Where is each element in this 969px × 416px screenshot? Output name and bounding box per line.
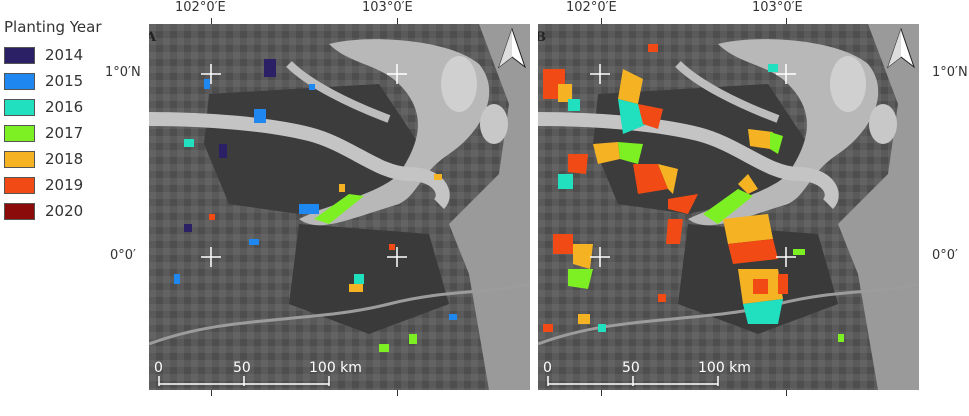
tick	[601, 18, 602, 24]
satellite-map-b	[538, 24, 919, 390]
legend-item: 2015	[0, 68, 140, 94]
map-panel-b: B 0 50 100 km	[538, 24, 919, 390]
legend-label: 2014	[45, 46, 84, 64]
legend-title: Planting Year	[4, 18, 102, 36]
legend-swatch	[4, 176, 35, 194]
legend-item: 2014	[0, 42, 140, 68]
lat-label-1n-right: 1°0′N	[932, 65, 968, 80]
tick	[211, 390, 212, 396]
scale-label-mid: 50	[233, 360, 251, 376]
legend-label: 2019	[45, 176, 84, 194]
legend-label: 2016	[45, 98, 84, 116]
scale-label-end: 100 km	[309, 360, 362, 376]
lat-label-0-left: 0°0′	[110, 248, 136, 263]
tick	[786, 390, 787, 396]
legend-swatch	[4, 124, 35, 142]
satellite-map-a	[149, 24, 530, 390]
scale-label-zero: 0	[543, 360, 552, 376]
legend: Planting Year 2014 2015 2016 2017 2018 2…	[0, 18, 140, 224]
legend-label: 2017	[45, 124, 84, 142]
legend-swatch	[4, 150, 35, 168]
north-arrow-icon	[497, 27, 527, 69]
legend-item: 2017	[0, 120, 140, 146]
scale-label-end: 100 km	[698, 360, 751, 376]
legend-item: 2019	[0, 172, 140, 198]
scale-label-zero: 0	[154, 360, 163, 376]
lat-label-1n-left: 1°0′N	[105, 65, 141, 80]
lon-label-103-a: 103°0′E	[362, 0, 413, 15]
legend-label: 2015	[45, 72, 84, 90]
lon-label-103-b: 103°0′E	[752, 0, 803, 15]
legend-swatch	[4, 46, 35, 64]
grid-cross-icon	[201, 64, 407, 267]
legend-item: 2018	[0, 146, 140, 172]
scale-label-mid: 50	[622, 360, 640, 376]
lat-label-0-right: 0°0′	[932, 248, 958, 263]
tick	[786, 18, 787, 24]
lon-label-102-b: 102°0′E	[566, 0, 617, 15]
legend-label: 2020	[45, 202, 84, 220]
panel-letter-a: A	[149, 30, 157, 45]
tick	[601, 390, 602, 396]
legend-swatch	[4, 202, 35, 220]
legend-swatch	[4, 98, 35, 116]
scale-bar	[547, 376, 719, 386]
tick	[397, 18, 398, 24]
panel-letter-b: B	[538, 30, 546, 45]
grid-cross-icon	[590, 64, 796, 267]
legend-swatch	[4, 72, 35, 90]
legend-label: 2018	[45, 150, 84, 168]
legend-item: 2016	[0, 94, 140, 120]
tick	[211, 18, 212, 24]
lon-label-102-a: 102°0′E	[175, 0, 226, 15]
scale-bar	[158, 376, 330, 386]
legend-item: 2020	[0, 198, 140, 224]
map-panel-a: A 0 50 100 km	[149, 24, 530, 390]
tick	[397, 390, 398, 396]
north-arrow-icon	[886, 27, 916, 69]
